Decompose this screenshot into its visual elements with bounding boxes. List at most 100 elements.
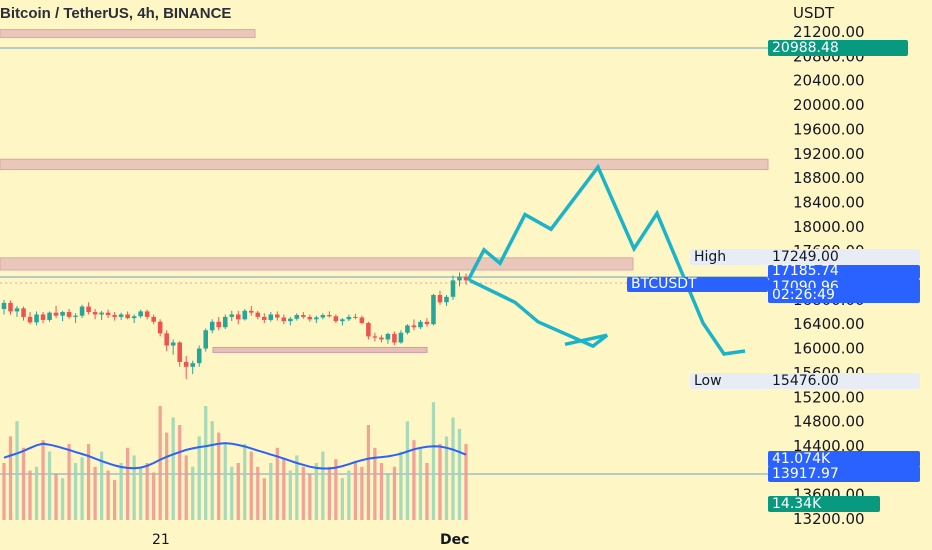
volume-bar-54 [353,463,358,520]
volume-bar-48 [314,463,318,520]
candle-body-61 [398,332,404,343]
tag-top-level-bg [768,40,908,56]
volume-bar-12 [80,457,84,520]
support-zone [212,346,428,353]
candle-body-45 [294,315,300,319]
volume-bar-23 [152,472,156,520]
candle-body-22 [144,311,150,317]
volume-bar-11 [73,463,78,520]
volume-bar-9 [60,478,65,520]
y-tick-6: 18800.00 [793,169,865,187]
volume-bar-36 [236,463,240,520]
volume-bar-27 [178,425,182,520]
currency-label: USDT [793,4,835,22]
volume-bar-6 [41,440,45,520]
candle-body-47 [307,316,313,320]
candle-body-60 [392,333,397,343]
tag-symbol: BTCUSDT [631,276,697,292]
volume-bar-42 [275,447,279,520]
volume-bar-18 [119,463,123,520]
candle-body-57 [372,336,378,338]
candle-body-59 [385,333,391,340]
candle-body-38 [248,310,254,313]
candle-body-21 [138,311,143,317]
volume-ma-line [3,442,467,470]
resistance-zone-1 [0,29,256,39]
candle-body-55 [359,317,365,323]
candle-body-48 [314,317,319,320]
tag-high-value-bg [768,249,920,265]
candle-body-17 [112,315,117,317]
y-tick-16: 14800.00 [793,413,865,431]
tag-hline-value: 13917.97 [772,466,839,482]
volume-bar-46 [301,466,305,520]
candles-layer [1,272,469,379]
y-tick-13: 16000.00 [793,340,865,358]
tag-low-value-bg [768,373,920,389]
tag-volume-bg [768,496,880,512]
tag-volume-ma-bg [768,451,920,467]
tag-hline-value-bg [768,466,920,482]
volume-bar-30 [197,436,201,520]
candle-body-0 [1,302,7,309]
candle-body-52 [340,319,345,322]
y-tick-5: 19200.00 [793,145,865,163]
volume-bar-16 [106,470,110,520]
candle-body-2 [14,308,20,312]
candle-body-20 [131,316,137,319]
candle-body-32 [209,321,215,331]
volume-bar-34 [223,444,227,520]
volume-bar-31 [204,406,208,520]
volume-bar-13 [86,444,91,520]
volume-bar-25 [165,432,169,520]
y-tick-15: 15200.00 [793,388,865,406]
tag-last-value: 17185.74 [772,263,839,279]
volume-bar-66 [431,402,436,520]
candle-body-65 [424,321,430,325]
tag-last-value-bg [768,265,920,279]
candle-body-67 [437,294,443,303]
volume-bar-8 [54,474,58,520]
candle-body-9 [60,312,65,316]
volume-bar-65 [425,463,429,520]
candle-body-66 [431,294,436,325]
volume-bar-38 [249,451,253,520]
volume-bar-5 [34,466,39,520]
tag-low-label: Low [694,373,722,389]
candle-body-5 [34,314,39,323]
candle-body-14 [92,312,98,315]
candle-body-24 [157,321,163,334]
volume-bar-52 [340,478,344,520]
candle-body-29 [190,363,195,367]
candle-body-12 [79,306,85,316]
y-tick-3: 20000.00 [793,96,865,114]
volume-bar-3 [21,447,26,520]
volume-bar-60 [392,466,397,520]
candle-body-33 [216,321,222,328]
volume-bar-55 [360,466,364,520]
candle-body-15 [99,312,104,315]
candle-body-70 [457,276,462,281]
candle-body-16 [105,312,111,316]
volume-bar-62 [405,421,410,520]
candle-body-63 [411,325,417,328]
volume-bar-68 [444,436,449,520]
volume-bar-22 [145,463,149,520]
volume-bar-4 [28,470,32,520]
candle-body-53 [346,316,352,320]
volume-bar-21 [139,466,143,520]
candle-body-7 [47,312,52,320]
volume-bar-2 [15,421,19,520]
volume-bar-40 [262,478,266,520]
tag-high-label-bg [690,249,768,265]
candle-body-49 [320,315,326,318]
volume-bar-19 [126,447,130,520]
volume-bar-45 [295,455,299,520]
volume-bar-57 [373,447,377,520]
candle-body-71 [463,276,469,281]
candle-body-54 [353,316,358,318]
candle-body-3 [21,308,26,317]
candle-body-35 [229,314,235,317]
